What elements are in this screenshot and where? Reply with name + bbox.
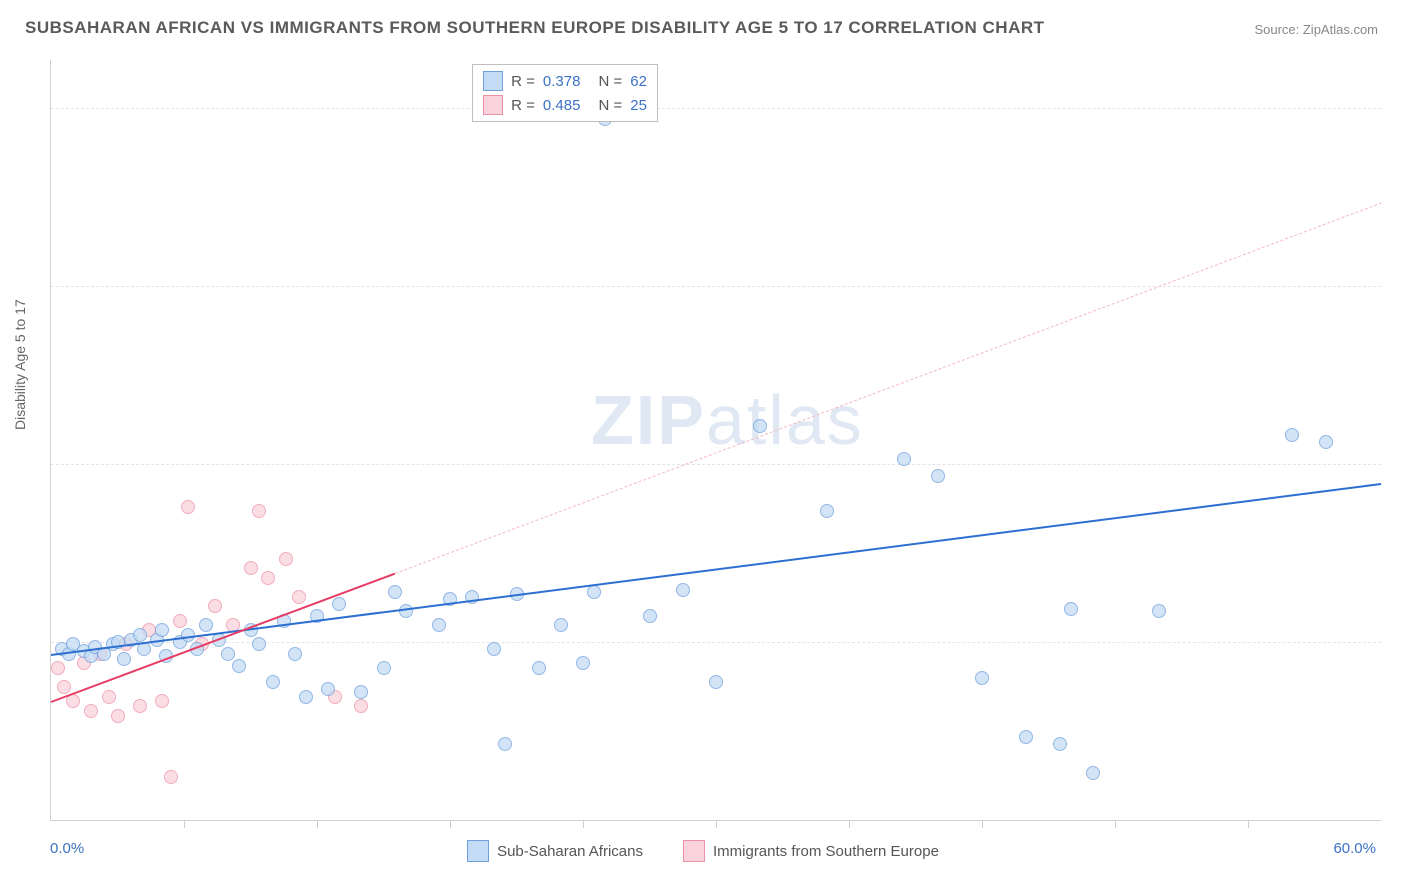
x-tick — [849, 820, 850, 828]
x-tick — [317, 820, 318, 828]
legend-swatch-2 — [683, 840, 705, 862]
scatter-point — [1064, 602, 1078, 616]
scatter-point — [117, 652, 131, 666]
scatter-point — [244, 561, 258, 575]
legend-item-series2: Immigrants from Southern Europe — [683, 840, 939, 862]
scatter-point — [432, 618, 446, 632]
x-tick — [1115, 820, 1116, 828]
x-tick — [450, 820, 451, 828]
scatter-point — [975, 671, 989, 685]
scatter-point — [102, 690, 116, 704]
gridline — [51, 286, 1381, 287]
scatter-point — [897, 452, 911, 466]
bottom-legend: Sub-Saharan Africans Immigrants from Sou… — [0, 840, 1406, 862]
scatter-point — [181, 500, 195, 514]
scatter-point — [266, 675, 280, 689]
chart-title: SUBSAHARAN AFRICAN VS IMMIGRANTS FROM SO… — [25, 18, 1045, 38]
scatter-point — [377, 661, 391, 675]
scatter-point — [1019, 730, 1033, 744]
scatter-point — [288, 647, 302, 661]
scatter-point — [1152, 604, 1166, 618]
scatter-point — [208, 599, 222, 613]
scatter-point — [576, 656, 590, 670]
scatter-point — [1285, 428, 1299, 442]
scatter-point — [292, 590, 306, 604]
legend-item-series1: Sub-Saharan Africans — [467, 840, 643, 862]
scatter-point — [587, 585, 601, 599]
r-value: 0.378 — [543, 73, 581, 90]
plot-area: ZIPatlas 7.5%15.0%22.5%30.0%R =0.378N =6… — [50, 60, 1381, 821]
scatter-point — [820, 504, 834, 518]
scatter-point — [252, 637, 266, 651]
y-tick-label: 7.5% — [1391, 633, 1406, 650]
scatter-point — [221, 647, 235, 661]
y-tick-label: 22.5% — [1391, 277, 1406, 294]
scatter-point — [532, 661, 546, 675]
gridline — [51, 642, 1381, 643]
gridline — [51, 108, 1381, 109]
scatter-point — [1053, 737, 1067, 751]
trend-line — [51, 573, 395, 703]
scatter-point — [133, 628, 147, 642]
n-label: N = — [598, 73, 622, 90]
scatter-point — [676, 583, 690, 597]
scatter-point — [232, 659, 246, 673]
x-tick — [583, 820, 584, 828]
x-tick — [1248, 820, 1249, 828]
scatter-point — [643, 609, 657, 623]
stats-swatch — [483, 95, 503, 115]
scatter-point — [173, 614, 187, 628]
scatter-point — [57, 680, 71, 694]
legend-label-1: Sub-Saharan Africans — [497, 843, 643, 860]
x-tick — [716, 820, 717, 828]
n-value: 25 — [630, 97, 647, 114]
n-label: N = — [598, 97, 622, 114]
scatter-point — [931, 469, 945, 483]
scatter-point — [753, 419, 767, 433]
scatter-point — [51, 661, 65, 675]
r-label: R = — [511, 73, 535, 90]
scatter-point — [199, 618, 213, 632]
x-tick — [982, 820, 983, 828]
x-tick — [184, 820, 185, 828]
scatter-point — [354, 685, 368, 699]
scatter-point — [709, 675, 723, 689]
stats-swatch — [483, 71, 503, 91]
r-value: 0.485 — [543, 97, 581, 114]
scatter-point — [332, 597, 346, 611]
scatter-point — [388, 585, 402, 599]
scatter-point — [554, 618, 568, 632]
legend-swatch-1 — [467, 840, 489, 862]
trend-line — [394, 203, 1381, 574]
scatter-point — [164, 770, 178, 784]
scatter-point — [321, 682, 335, 696]
scatter-point — [111, 709, 125, 723]
scatter-point — [498, 737, 512, 751]
legend-label-2: Immigrants from Southern Europe — [713, 843, 939, 860]
scatter-point — [1086, 766, 1100, 780]
scatter-point — [133, 699, 147, 713]
y-tick-label: 30.0% — [1391, 99, 1406, 116]
gridline — [51, 464, 1381, 465]
stats-row: R = 0.485 N = 25 — [483, 93, 647, 117]
y-tick-label: 15.0% — [1391, 455, 1406, 472]
stats-row: R = 0.378 N = 62 — [483, 69, 647, 93]
scatter-point — [299, 690, 313, 704]
scatter-point — [487, 642, 501, 656]
scatter-point — [279, 552, 293, 566]
scatter-point — [155, 694, 169, 708]
scatter-point — [354, 699, 368, 713]
scatter-point — [155, 623, 169, 637]
scatter-point — [252, 504, 266, 518]
r-label: R = — [511, 97, 535, 114]
n-value: 62 — [630, 73, 647, 90]
watermark-zip: ZIP — [591, 381, 706, 459]
y-axis-label: Disability Age 5 to 17 — [12, 299, 28, 430]
scatter-point — [1319, 435, 1333, 449]
scatter-point — [84, 704, 98, 718]
source-credit: Source: ZipAtlas.com — [1254, 22, 1378, 37]
stats-legend-box: R = 0.378 N = 62 R = 0.485 N = 25 — [472, 64, 658, 122]
scatter-point — [261, 571, 275, 585]
